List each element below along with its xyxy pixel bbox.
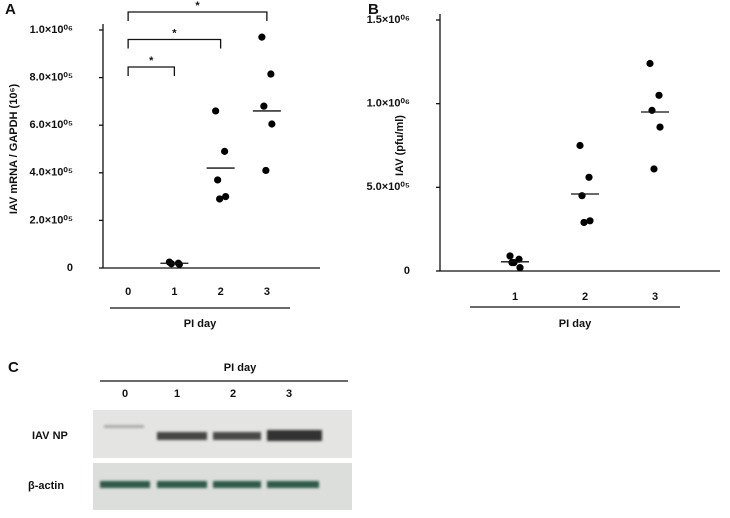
dot	[221, 147, 229, 155]
x-tick-label: 0	[125, 286, 131, 298]
dot	[268, 120, 276, 128]
dot	[655, 91, 663, 99]
x-axis-label: PI day	[184, 318, 217, 330]
dot	[214, 176, 222, 184]
x-tick-label: 3	[652, 291, 658, 303]
band	[267, 481, 319, 488]
dot	[258, 33, 266, 41]
significance-label: *	[195, 0, 200, 12]
y-tick-label: 1.0×10⁰⁶	[30, 24, 73, 36]
dot	[580, 218, 588, 227]
band	[267, 430, 322, 441]
y-axis-label: IAV mRNA / GAPDH (10⁶)	[8, 83, 20, 214]
panel-letter: A	[5, 1, 16, 18]
band	[157, 481, 207, 488]
dot	[267, 70, 275, 78]
dot	[506, 252, 514, 260]
x-tick-label: 1	[171, 286, 177, 298]
band	[213, 432, 261, 440]
dot	[262, 166, 270, 175]
x-tick-label: 1	[512, 291, 518, 303]
band	[213, 481, 261, 488]
band	[157, 432, 207, 440]
dot	[212, 107, 220, 115]
dot	[585, 173, 593, 181]
dot	[260, 102, 268, 110]
y-tick-label: 1.5×10⁰⁶	[367, 14, 410, 26]
dot	[516, 264, 524, 272]
significance-bracket	[127, 11, 268, 21]
dot	[576, 141, 584, 150]
y-tick-label: 2.0×10⁰⁵	[29, 214, 73, 226]
lane-label: 0	[122, 388, 128, 400]
band	[100, 481, 150, 488]
panel-letter: B	[368, 1, 379, 18]
dot	[586, 217, 594, 225]
lane-label: 3	[286, 388, 292, 400]
dot	[216, 195, 224, 203]
dot	[510, 259, 518, 267]
blot-x-label: PI day	[224, 362, 257, 374]
x-tick-label: 2	[582, 291, 588, 303]
y-tick-label: 8.0×10⁰⁵	[29, 72, 73, 84]
panel-letter: C	[8, 359, 19, 376]
y-tick-label: 6.0×10⁰⁵	[29, 119, 73, 131]
y-tick-label: 1.0×10⁰⁶	[367, 98, 410, 110]
dot	[646, 59, 654, 68]
y-tick-label: 4.0×10⁰⁵	[29, 167, 73, 179]
y-tick-label: 5.0×10⁰⁵	[366, 181, 410, 193]
y-tick-label: 0	[404, 265, 410, 277]
dot	[648, 106, 656, 114]
blot-row-label: β-actin	[28, 480, 64, 492]
significance-bracket	[127, 66, 176, 76]
x-tick-label: 3	[264, 286, 270, 298]
significance-label: *	[172, 27, 177, 39]
band	[104, 425, 144, 428]
dot	[175, 260, 183, 269]
dot	[650, 165, 658, 173]
dot	[656, 123, 664, 131]
blot-row-label: IAV NP	[32, 430, 68, 442]
y-tick-label: 0	[67, 262, 73, 274]
y-axis-label: IAV (pfu/ml)	[394, 115, 406, 176]
lane-label: 2	[230, 388, 236, 400]
lane-label: 1	[174, 388, 180, 400]
x-tick-label: 2	[218, 286, 224, 298]
bands	[100, 425, 322, 488]
x-axis-label: PI day	[559, 318, 592, 330]
dot	[222, 193, 230, 201]
significance-label: *	[149, 55, 154, 67]
dot	[578, 192, 586, 200]
significance-bracket	[127, 38, 222, 49]
